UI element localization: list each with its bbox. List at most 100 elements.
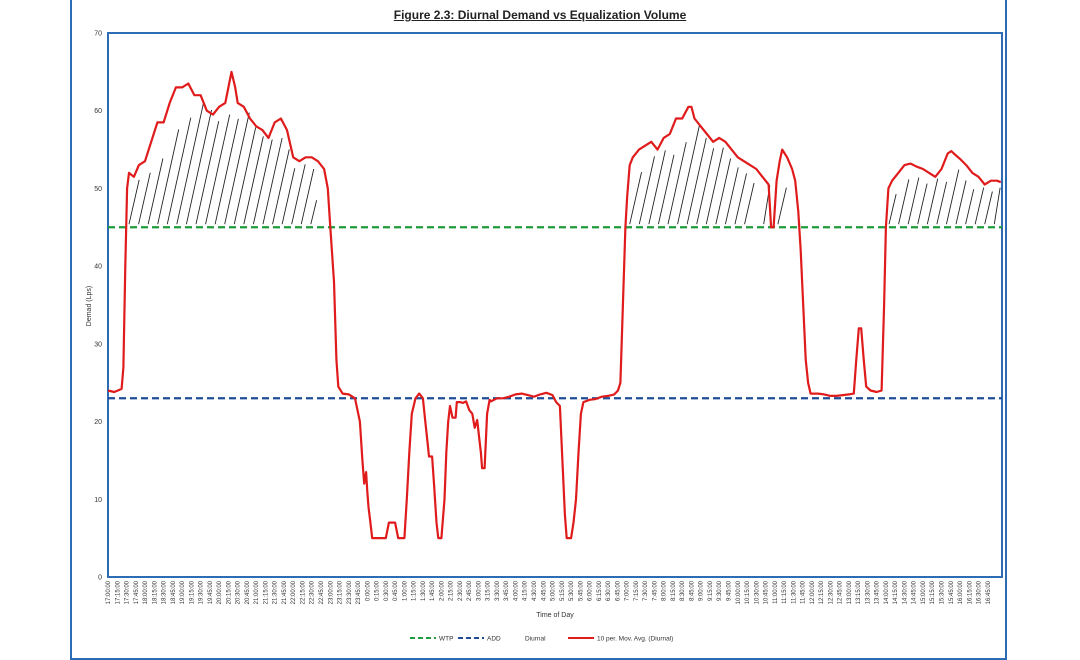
x-tick-label: 22:15:00 [300, 580, 306, 604]
hatch-line [281, 168, 296, 225]
x-tick-label: 2:15:00 [449, 580, 455, 601]
y-tick-label: 0 [98, 575, 102, 582]
hatch-line [166, 117, 192, 225]
hatch-line [907, 177, 920, 225]
x-tick-label: 10:00:00 [736, 580, 742, 604]
hatch-line [648, 150, 666, 225]
hatch-line [252, 139, 273, 225]
hatch-line [224, 112, 250, 225]
x-tick-label: 14:15:00 [893, 580, 899, 604]
hatch-line [777, 187, 787, 225]
x-tick-label: 3:00:00 [476, 580, 482, 601]
x-tick-label: 13:30:00 [865, 580, 871, 604]
hatch-line [185, 109, 213, 225]
x-tick-label: 19:30:00 [199, 580, 205, 604]
x-tick-label: 17:15:00 [115, 580, 121, 604]
x-tick-label: 1:15:00 [412, 580, 418, 601]
x-tick-label: 5:15:00 [560, 580, 566, 601]
legend-item-moving-average: 10 per. Mov. Avg. (Diurnal) [597, 636, 673, 643]
hatch-line [936, 181, 948, 225]
x-tick-label: 15:45:00 [949, 580, 955, 604]
x-tick-label: 3:30:00 [495, 580, 501, 601]
legend-item-wtp: WTP [439, 636, 453, 643]
x-tick-label: 10:15:00 [745, 580, 751, 604]
y-tick-label: 20 [94, 419, 102, 426]
hatch-line [138, 172, 151, 225]
y-tick-label: 30 [94, 341, 102, 348]
x-tick-label: 4:00:00 [513, 580, 519, 601]
x-tick-label: 14:30:00 [902, 580, 908, 604]
hatch-line [195, 121, 220, 225]
x-tick-label: 23:45:00 [356, 580, 362, 604]
chart-title: Figure 2.3: Diurnal Demand vs Equalizati… [393, 8, 687, 22]
x-tick-label: 13:45:00 [875, 580, 881, 604]
x-tick-label: 5:45:00 [578, 580, 584, 601]
x-tick-label: 21:15:00 [263, 580, 269, 604]
hatch-line [686, 137, 707, 225]
x-tick-label: 8:15:00 [671, 580, 677, 601]
x-tick-label: 19:15:00 [189, 580, 195, 604]
legend-item-add: ADD [487, 636, 501, 643]
x-tick-label: 16:45:00 [986, 580, 992, 604]
x-axis-ticks: 17:00:00 17:15:00 17:30:00 17:45:00 18:00:00… [106, 580, 992, 604]
hatch-line [898, 179, 910, 225]
hatch-line [300, 168, 315, 225]
x-tick-label: 23:30:00 [347, 580, 353, 604]
x-tick-label: 18:45:00 [171, 580, 177, 604]
y-tick-label: 40 [94, 264, 102, 271]
x-tick-label: 18:30:00 [162, 580, 168, 604]
x-tick-label: 9:00:00 [699, 580, 705, 601]
x-tick-label: 9:30:00 [717, 580, 723, 601]
hatch-line [974, 187, 985, 225]
hatch-line [262, 137, 283, 225]
hatch-line [677, 125, 700, 225]
x-tick-label: 21:45:00 [282, 580, 288, 604]
x-tick-label: 18:15:00 [152, 580, 158, 604]
x-tick-label: 7:15:00 [634, 580, 640, 601]
x-tick-label: 22:45:00 [319, 580, 325, 604]
hatch-line [696, 148, 715, 225]
x-tick-label: 4:30:00 [532, 580, 538, 601]
x-tick-label: 3:15:00 [486, 580, 492, 601]
x-tick-label: 14:45:00 [912, 580, 918, 604]
x-tick-label: 12:15:00 [819, 580, 825, 604]
x-tick-label: 16:15:00 [967, 580, 973, 604]
x-tick-label: 1:45:00 [430, 580, 436, 601]
equalization-hatch [128, 101, 1001, 225]
hatch-line [667, 142, 687, 225]
x-tick-label: 7:45:00 [652, 580, 658, 601]
hatch-line [955, 180, 967, 225]
x-tick-label: 20:00:00 [217, 580, 223, 604]
hatch-line [243, 136, 264, 225]
x-tick-label: 16:00:00 [958, 580, 964, 604]
legend-item-diurnal: Diurnal [525, 636, 546, 643]
x-tick-label: 2:00:00 [439, 580, 445, 601]
hatch-line [176, 101, 205, 225]
x-tick-label: 0:15:00 [375, 580, 381, 601]
x-tick-label: 22:00:00 [291, 580, 297, 604]
hatch-line [993, 187, 1001, 225]
x-tick-label: 6:45:00 [615, 580, 621, 601]
hatch-line [657, 154, 675, 225]
y-tick-label: 60 [94, 108, 102, 115]
hatch-line [705, 147, 724, 225]
moving-average-series-line [107, 70, 1002, 540]
x-tick-label: 12:30:00 [828, 580, 834, 604]
x-tick-label: 0:45:00 [393, 580, 399, 601]
hatch-line [272, 149, 290, 225]
x-tick-label: 15:15:00 [930, 580, 936, 604]
x-tick-label: 11:15:00 [782, 580, 788, 604]
x-tick-label: 5:30:00 [569, 580, 575, 601]
x-tick-label: 8:45:00 [689, 580, 695, 601]
x-tick-label: 1:30:00 [421, 580, 427, 601]
y-tick-label: 10 [94, 497, 102, 504]
x-tick-label: 18:00:00 [143, 580, 149, 604]
hatch-line [984, 191, 993, 225]
x-tick-label: 19:00:00 [180, 580, 186, 604]
x-tick-label: 2:30:00 [458, 580, 464, 601]
hatch-line [917, 183, 928, 225]
hatch-line [945, 169, 960, 225]
x-tick-label: 10:30:00 [754, 580, 760, 604]
x-tick-label: 17:00:00 [106, 580, 112, 604]
x-tick-label: 21:00:00 [254, 580, 260, 604]
